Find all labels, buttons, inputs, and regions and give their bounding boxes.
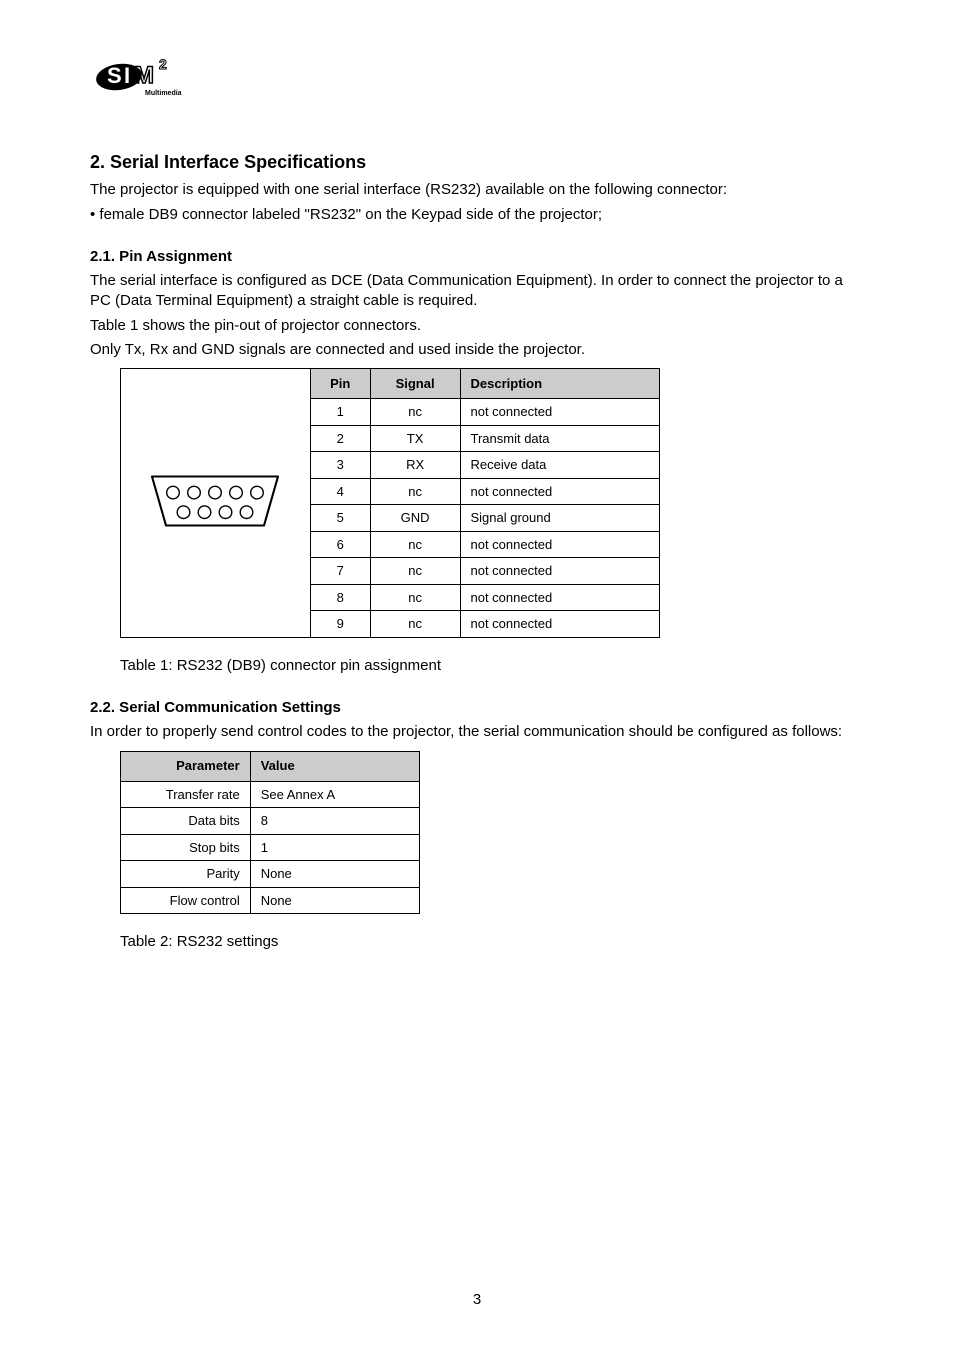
intro-bullet: • female DB9 connector labeled "RS232" o… <box>90 205 864 225</box>
section-title: 2. Serial Interface Specifications <box>90 150 864 174</box>
pin-subtitle: 2.1. Pin Assignment <box>90 247 864 267</box>
table-row: Data bits8 <box>121 808 420 835</box>
pin-para1: The serial interface is configured as DC… <box>90 271 864 312</box>
pin-para3: Only Tx, Rx and GND signals are connecte… <box>90 340 864 360</box>
db9-connector-icon <box>140 466 290 536</box>
svg-text:I: I <box>124 63 130 88</box>
pin-table-caption: Table 1: RS232 (DB9) connector pin assig… <box>120 656 660 676</box>
settings-subtitle: 2.2. Serial Communication Settings <box>90 698 864 718</box>
settings-th-param: Parameter <box>121 751 251 781</box>
intro-paragraph: The projector is equipped with one seria… <box>90 180 864 200</box>
page-content: 2. Serial Interface Specifications The p… <box>90 150 864 953</box>
pin-para2: Table 1 shows the pin-out of projector c… <box>90 316 864 336</box>
settings-table-caption: Table 2: RS232 settings <box>120 932 864 952</box>
table-row: Stop bits1 <box>121 834 420 861</box>
svg-text:M: M <box>134 62 154 89</box>
table-row: Transfer rateSee Annex A <box>121 781 420 808</box>
brand-logo: S I M 2 Multimedia <box>95 52 195 100</box>
settings-intro: In order to properly send control codes … <box>90 722 864 742</box>
page-number: 3 <box>0 1291 954 1308</box>
pin-th-desc: Description <box>460 369 660 399</box>
table-row: Flow controlNone <box>121 887 420 914</box>
svg-text:2: 2 <box>159 56 167 72</box>
db9-diagram-cell <box>121 369 311 638</box>
settings-table: Parameter Value Transfer rateSee Annex A… <box>120 751 420 915</box>
svg-text:Multimedia: Multimedia <box>145 90 182 97</box>
pin-table: Pin Signal Description 1ncnot connected … <box>120 368 660 638</box>
pin-th-pin: Pin <box>310 369 370 399</box>
pin-th-sig: Signal <box>370 369 460 399</box>
table-row: ParityNone <box>121 861 420 888</box>
settings-th-val: Value <box>250 751 419 781</box>
svg-text:S: S <box>107 63 122 88</box>
